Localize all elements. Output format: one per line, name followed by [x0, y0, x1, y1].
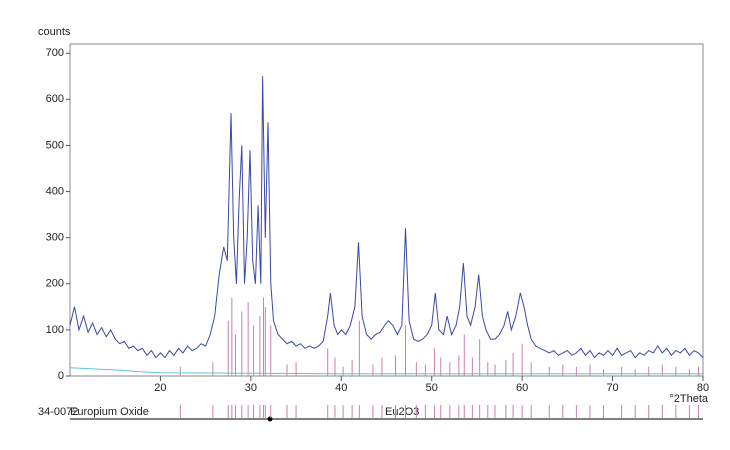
y-tick-label: 400 — [46, 185, 64, 197]
y-tick-label: 600 — [46, 93, 64, 105]
x-tick-label: 60 — [516, 382, 528, 394]
plot-frame — [69, 43, 704, 377]
y-tick-label: 100 — [46, 324, 64, 336]
y-tick-label: 500 — [46, 139, 64, 151]
reference-marker — [267, 416, 273, 422]
x-tick-label: 70 — [606, 382, 618, 394]
x-tick-label: 80 — [697, 382, 709, 394]
y-tick-label: 200 — [46, 278, 64, 290]
series-line — [69, 367, 703, 375]
y-axis-label: counts — [38, 26, 71, 38]
x-tick-label: 40 — [335, 382, 347, 394]
x-tick-label: 50 — [426, 382, 438, 394]
y-tick-label: 0 — [58, 370, 64, 382]
reference-name: Europium Oxide — [70, 406, 149, 418]
y-tick-label: 700 — [46, 47, 64, 59]
x-tick-label: 30 — [245, 382, 257, 394]
x-axis-label: °2Theta — [669, 393, 709, 405]
x-tick-label: 20 — [154, 382, 166, 394]
reference-formula: Eu2O3 — [385, 406, 419, 418]
series-line — [69, 76, 704, 359]
reference-code: 34-0072 — [38, 406, 78, 418]
y-tick-label: 300 — [46, 232, 64, 244]
